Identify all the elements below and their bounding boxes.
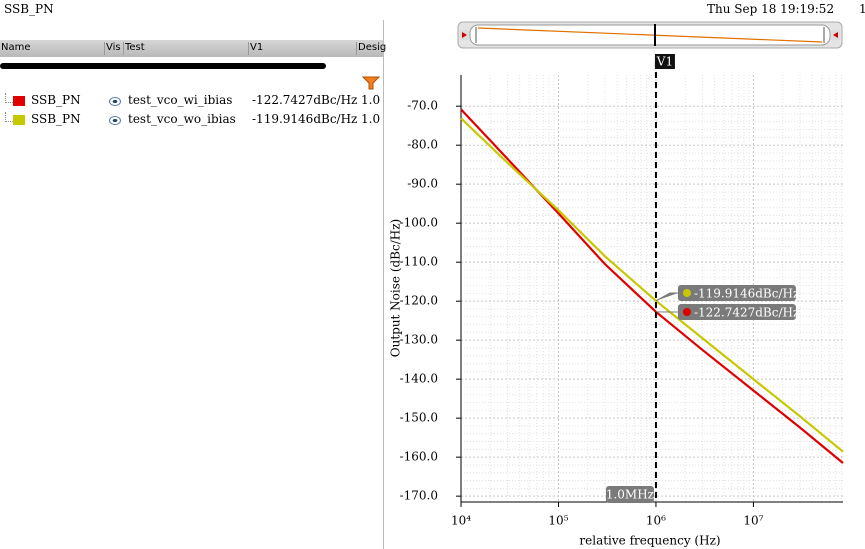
y-tick-label: -90.0 bbox=[407, 177, 438, 191]
column-header[interactable]: V1 bbox=[248, 42, 264, 55]
y-tick-label: -130.0 bbox=[400, 333, 438, 347]
signal-name: SSB_PN bbox=[31, 93, 81, 107]
filter-icon[interactable] bbox=[362, 76, 380, 90]
test-name: test_vco_wo_ibias bbox=[128, 112, 236, 126]
tree-line bbox=[5, 112, 13, 122]
x-tick-label: 10⁶ bbox=[646, 514, 666, 528]
results-panel bbox=[0, 20, 384, 549]
color-swatch bbox=[13, 96, 25, 106]
column-header[interactable]: Vis bbox=[104, 42, 121, 55]
overview-scroller[interactable] bbox=[457, 21, 843, 49]
annotation-label: -119.9146dBc/Hz bbox=[694, 287, 799, 301]
table-header: Name Vis Test V1 Desig bbox=[0, 40, 387, 57]
y-tick-label: -140.0 bbox=[400, 372, 438, 386]
annotation-dot bbox=[682, 289, 691, 297]
y-tick-label: -80.0 bbox=[407, 138, 438, 152]
y-tick-label: -160.0 bbox=[400, 450, 438, 464]
marker-tag bbox=[654, 54, 675, 69]
visibility-icon[interactable] bbox=[109, 97, 121, 106]
annotation-box bbox=[677, 304, 796, 320]
y-tick-label: -110.0 bbox=[400, 255, 438, 269]
window-title: SSB_PN bbox=[4, 2, 54, 16]
marker-x-label: 1.0MHz bbox=[606, 488, 654, 502]
y-tick-label: -170.0 bbox=[400, 489, 438, 503]
marker-x-tag bbox=[605, 486, 654, 503]
annotation-box bbox=[677, 285, 796, 301]
y-tick-label: -150.0 bbox=[400, 411, 438, 425]
y-tick-label: -100.0 bbox=[400, 216, 438, 230]
timestamp: Thu Sep 18 19:19:52 bbox=[707, 2, 835, 16]
x-axis-label: relative frequency (Hz) bbox=[579, 534, 720, 548]
annotation-label: -122.7427dBc/Hz bbox=[694, 306, 799, 320]
marker-name: V1 bbox=[656, 55, 673, 69]
visibility-icon[interactable] bbox=[109, 116, 121, 125]
y-axis-label: Output Noise (dBc/Hz) bbox=[389, 219, 403, 358]
v1-value: -122.7427dBc/Hz bbox=[252, 93, 358, 107]
design-value: 1.0 bbox=[361, 112, 381, 126]
annotation-connector bbox=[655, 292, 678, 302]
y-tick-label: -70.0 bbox=[407, 99, 438, 113]
x-tick-label: 10⁵ bbox=[548, 514, 568, 528]
signal-name: SSB_PN bbox=[31, 112, 81, 126]
column-header[interactable]: Name bbox=[1, 42, 31, 53]
tree-line bbox=[5, 93, 13, 103]
x-tick-label: 10⁴ bbox=[451, 514, 471, 528]
scrollbar[interactable] bbox=[0, 63, 326, 69]
page-number: 1 bbox=[859, 2, 865, 16]
column-header[interactable]: Desig bbox=[356, 42, 387, 55]
design-value: 1.0 bbox=[361, 93, 381, 107]
test-name: test_vco_wi_ibias bbox=[128, 93, 233, 107]
y-tick-label: -120.0 bbox=[400, 294, 438, 308]
series-line bbox=[460, 117, 844, 453]
annotation-dot bbox=[682, 308, 691, 316]
v1-value: -119.9146dBc/Hz bbox=[252, 112, 358, 126]
color-swatch bbox=[13, 115, 25, 125]
column-header[interactable]: Test bbox=[123, 42, 145, 55]
x-tick-label: 10⁷ bbox=[743, 514, 763, 528]
